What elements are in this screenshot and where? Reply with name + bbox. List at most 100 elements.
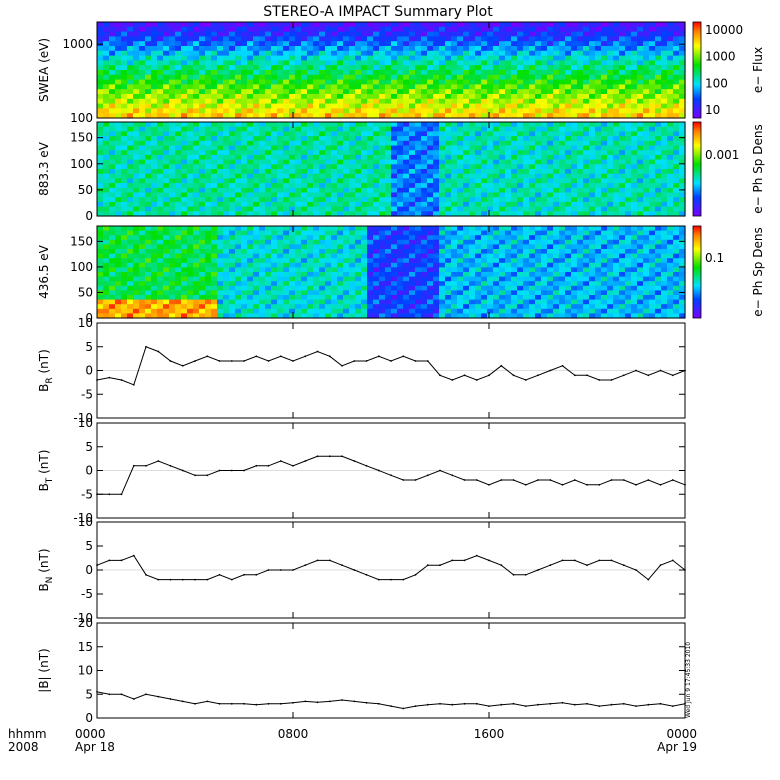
heatmap-cell [337,150,344,156]
heatmap-cell [157,183,164,189]
heatmap-cell [391,26,398,33]
heatmap-cell [511,136,518,142]
heatmap-cell [265,113,272,119]
heatmap-cell [649,41,656,47]
heatmap-cell [673,226,680,232]
heatmap-cell [385,36,392,42]
heatmap-cell [181,46,188,52]
heatmap-cell [631,253,638,259]
heatmap-cell [157,136,164,142]
heatmap-cell [673,70,680,76]
heatmap-cell [391,113,398,119]
heatmap-cell [481,187,488,194]
heatmap-cell [613,262,620,268]
heatmap-cell [103,98,110,105]
heatmap-cell [223,94,230,100]
heatmap-cell [169,197,176,203]
heatmap-cell [427,126,434,132]
heatmap-cell [541,22,548,28]
heatmap-cell [481,253,488,259]
heatmap-cell [583,159,590,165]
heatmap-cell [481,145,488,151]
heatmap-cell [373,253,380,259]
heatmap-cell [109,70,116,76]
heatmap-cell [151,258,158,264]
heatmap-cell [349,26,356,33]
heatmap-cell [505,131,512,137]
heatmap-cell [115,36,122,42]
heatmap-cell [193,145,200,151]
heatmap-cell [277,70,284,76]
heatmap-cell [451,145,458,151]
heatmap-cell [439,183,446,189]
heatmap-cell [211,50,218,57]
heatmap-cell [427,50,434,57]
heatmap-cell [235,108,242,114]
heatmap-cell [679,84,686,90]
heatmap-cell [655,98,662,105]
heatmap-cell [367,31,374,37]
heatmap-cell [169,98,176,105]
heatmap-cell [595,201,602,208]
heatmap-cell [565,235,572,241]
heatmap-cell [577,239,584,245]
heatmap-cell [451,173,458,179]
heatmap-cell [331,79,338,85]
heatmap-cell [511,173,518,179]
heatmap-cell [541,103,548,109]
heatmap-cell [673,178,680,184]
heatmap-cell [439,122,446,128]
heatmap-cell [271,173,278,179]
heatmap-cell [589,108,596,114]
heatmap-cell [337,108,344,114]
heatmap-cell [583,41,590,47]
heatmap-cell [181,108,188,114]
heatmap-cell [589,226,596,232]
heatmap-cell [523,187,530,194]
heatmap-cell [583,267,590,273]
heatmap-cell [373,140,380,147]
heatmap-cell [283,131,290,137]
heatmap-cell [463,267,470,273]
heatmap-cell [127,79,134,85]
heatmap-cell [517,60,524,66]
heatmap-cell [307,126,314,132]
heatmap-cell [391,206,398,212]
heatmap-cell [487,253,494,259]
heatmap-cell [625,178,632,184]
heatmap-cell [595,183,602,189]
heatmap-cell [547,136,554,142]
heatmap-cell [313,178,320,184]
heatmap-cell [637,79,644,85]
heatmap-cell [457,197,464,203]
heatmap-cell [271,249,278,255]
heatmap-cell [469,197,476,203]
heatmap-cell [109,159,116,165]
heatmap-cell [307,140,314,147]
heatmap-cell [259,89,266,95]
heatmap-cell [661,187,668,194]
heatmap-cell [193,84,200,90]
heatmap-cell [343,22,350,28]
heatmap-cell [277,226,284,232]
heatmap-cell [175,230,182,236]
heatmap-cell [601,140,608,147]
heatmap-cell [409,258,416,264]
heatmap-cell [607,159,614,165]
heatmap-cell [331,108,338,114]
heatmap-cell [523,267,530,273]
heatmap-cell [103,197,110,203]
heatmap-cell [373,154,380,161]
heatmap-cell [655,26,662,33]
heatmap-cell [271,140,278,147]
heatmap-cell [247,145,254,151]
heatmap-cell [613,131,620,137]
heatmap-cell [361,183,368,189]
heatmap-cell [517,169,524,175]
heatmap-cell [373,235,380,241]
heatmap-cell [631,206,638,212]
heatmap-cell [553,244,560,250]
heatmap-cell [175,169,182,175]
heatmap-cell [625,159,632,165]
heatmap-cell [643,122,650,128]
